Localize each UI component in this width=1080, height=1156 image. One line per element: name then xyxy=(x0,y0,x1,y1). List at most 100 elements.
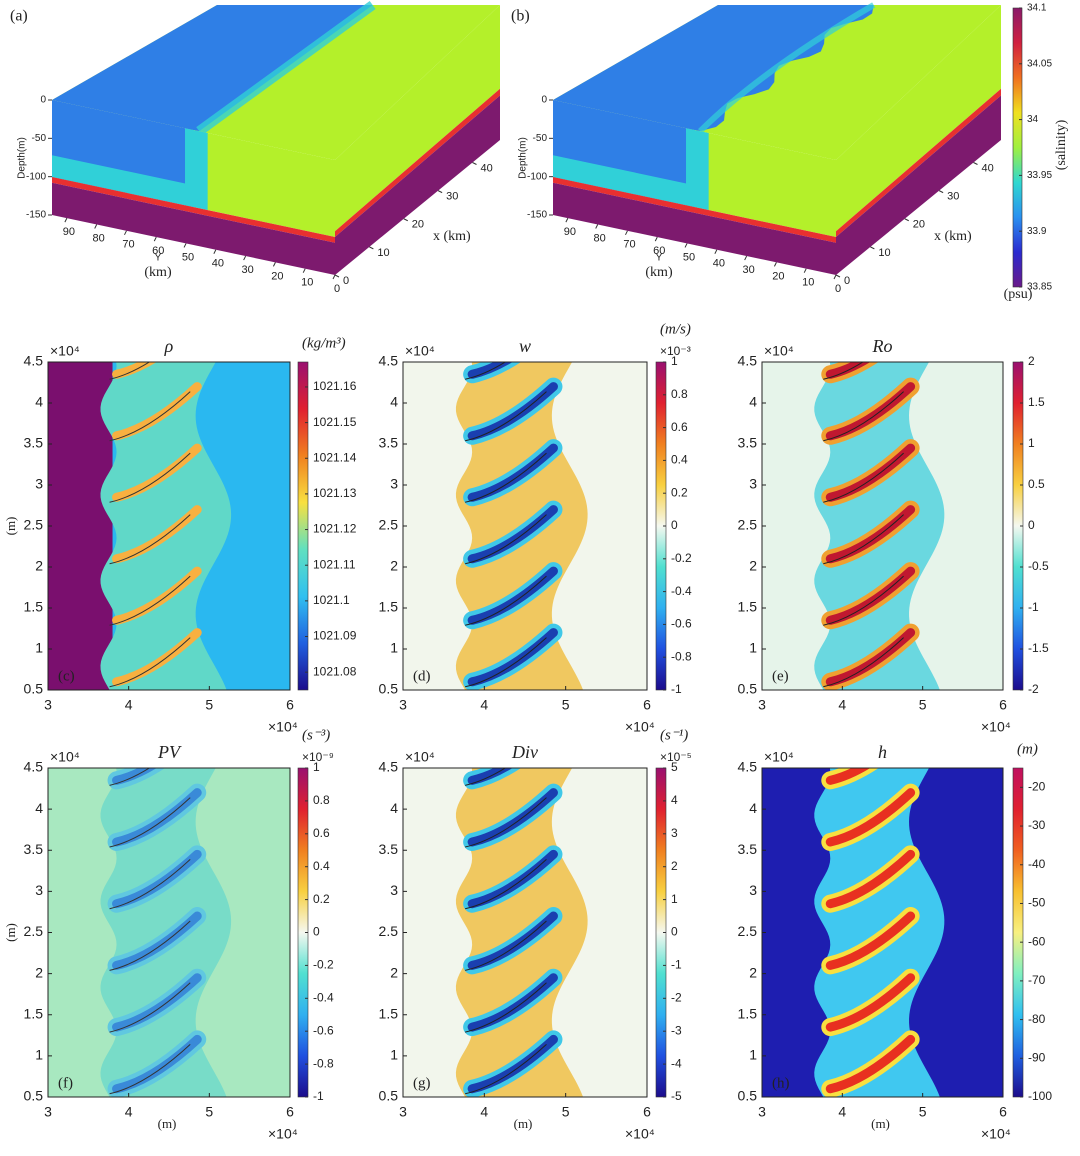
colorbar-unit: (m/s) xyxy=(660,321,691,337)
colorbar-tick-label: -20 xyxy=(1028,780,1046,794)
y-tick-label: 1 xyxy=(749,1047,757,1063)
x-tick-label: 4 xyxy=(125,1104,133,1120)
z-tick-label: 0 xyxy=(40,95,46,106)
colorbar-tick-label: 34.1 xyxy=(1027,3,1047,14)
contour xyxy=(465,920,547,971)
contour xyxy=(823,575,904,626)
x-tick-label: 6 xyxy=(286,697,294,713)
colorbar-tick-label: -0.5 xyxy=(1028,559,1049,573)
panel-label: (g) xyxy=(413,1075,431,1091)
colorbar-tick-label: -0.8 xyxy=(313,1056,334,1070)
field xyxy=(403,768,647,1097)
y-tick xyxy=(332,274,336,280)
y-tick-label: 4 xyxy=(390,800,398,816)
y-tick-label: 1.5 xyxy=(379,1005,399,1021)
y-multiplier: ×10⁴ xyxy=(50,343,80,359)
x-tick-label: 3 xyxy=(44,697,52,713)
colorbar-tick-label: 3 xyxy=(671,826,678,840)
x-tick-label: 40 xyxy=(982,162,994,174)
y-tick-label: 1 xyxy=(749,640,757,656)
front-face-salty xyxy=(694,130,836,238)
contour xyxy=(465,637,547,688)
colorbar-tick-label: -5 xyxy=(671,1089,682,1103)
panel-label: (d) xyxy=(413,668,431,684)
x-tick xyxy=(472,162,477,165)
x-tick-label: 5 xyxy=(919,697,927,713)
y-tick-label: 2 xyxy=(390,964,398,980)
panel-title: Ro xyxy=(872,336,893,356)
colorbar-tick-label: -100 xyxy=(1028,1089,1052,1103)
y-tick xyxy=(773,262,777,267)
right-face-salty xyxy=(335,5,500,232)
x-tick-label: 5 xyxy=(562,1104,570,1120)
x-tick-label: 10 xyxy=(377,247,389,259)
y-tick-label: 3.5 xyxy=(738,435,758,451)
x-tick-label: 30 xyxy=(446,191,458,203)
panel-title: ρ xyxy=(164,336,174,356)
y-tick-label: 3 xyxy=(749,882,757,898)
colorbar-tick-label: 0 xyxy=(671,518,678,532)
colorbar-tick-label: -2 xyxy=(1028,682,1039,696)
x-tick-label: 6 xyxy=(286,1104,294,1120)
y-tick-label: 3 xyxy=(390,476,398,492)
y-axis-unit: (km) xyxy=(144,265,172,280)
colorbar xyxy=(1012,767,1024,1098)
colorbar-label: (salinity) xyxy=(1054,119,1069,170)
y-tick-label: 1.5 xyxy=(24,1005,44,1021)
colorbar-tick-label: 33.95 xyxy=(1027,170,1052,181)
front-wall xyxy=(196,0,376,136)
y-tick-label: 4.5 xyxy=(738,353,758,369)
colorbar-tick-label: -2 xyxy=(671,990,682,1004)
x-tick-label: 3 xyxy=(758,697,766,713)
y-tick-label: 50 xyxy=(683,251,695,263)
y-tick-label: 50 xyxy=(182,251,194,263)
colorbar-tick-label: 0.8 xyxy=(671,387,688,401)
y-tick-label: 0 xyxy=(835,283,841,295)
contour xyxy=(465,452,547,503)
colorbar-tick-label: 0.5 xyxy=(1028,477,1045,491)
contour xyxy=(109,982,191,1033)
x-tick-label: 4 xyxy=(480,697,488,713)
colorbar-tick-label: 1 xyxy=(313,760,320,774)
y-tick-label: 70 xyxy=(623,239,635,251)
y-tick-label: 4 xyxy=(35,394,43,410)
x-multiplier: ×10⁴ xyxy=(268,1126,298,1142)
contour xyxy=(465,575,547,626)
x-tick-label: 20 xyxy=(913,219,925,231)
y-tick-label: 60 xyxy=(653,245,665,257)
contour xyxy=(109,637,191,688)
y-tick xyxy=(625,230,628,236)
colorbar-tick-label: -0.4 xyxy=(313,990,334,1004)
y-tick-label: 3.5 xyxy=(379,435,399,451)
y-tick xyxy=(153,236,157,242)
y-tick-label: 4 xyxy=(749,394,757,410)
y-tick-label: 20 xyxy=(772,270,784,282)
z-tick-label: 0 xyxy=(541,95,547,106)
colorbar-multiplier: ×10⁻⁵ xyxy=(660,750,692,764)
colorbar-tick-label: 1021.08 xyxy=(313,664,357,678)
colorbar-tick-label: -1 xyxy=(671,958,682,972)
colorbar-tick-label: -60 xyxy=(1028,934,1046,948)
x-tick-label: 4 xyxy=(125,697,133,713)
colorbar-tick-label: 0 xyxy=(1028,518,1035,532)
contour xyxy=(109,797,191,848)
panel-label: (a) xyxy=(10,8,28,25)
contour xyxy=(109,768,151,786)
y-tick-label: 0.5 xyxy=(379,681,399,697)
front-face-mixed xyxy=(553,155,695,208)
filament xyxy=(112,768,157,785)
y-tick-label: 60 xyxy=(152,245,164,257)
panel-label: (h) xyxy=(772,1075,790,1091)
colorbar-tick-label: -80 xyxy=(1028,1012,1046,1026)
top-face-fresh xyxy=(553,5,874,132)
filament xyxy=(825,849,916,909)
y-tick xyxy=(595,224,599,229)
colorbar-tick-label: 1021.16 xyxy=(313,379,357,393)
y-tick xyxy=(714,249,718,254)
colorbar-tick-label: 4 xyxy=(671,793,678,807)
colorbar-tick-label: 1.5 xyxy=(1028,395,1045,409)
contour xyxy=(465,1044,547,1095)
z-tick-label: -150 xyxy=(26,210,46,221)
y-tick-label: 2 xyxy=(390,558,398,574)
filament xyxy=(825,768,871,785)
